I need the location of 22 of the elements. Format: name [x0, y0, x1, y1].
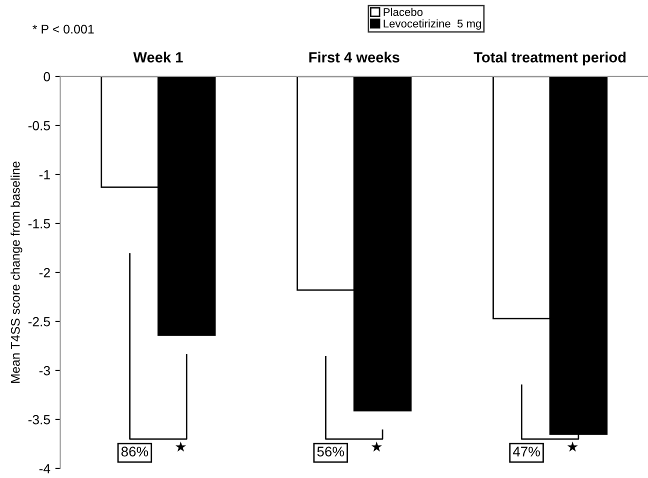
y-tick-label: -3	[39, 366, 50, 376]
text: * P < 0.001	[32, 24, 94, 34]
y-tick-label: -1.5	[28, 219, 50, 228]
annotation: ★	[371, 442, 382, 452]
annotation: ★	[567, 442, 578, 452]
y-tick-label: -1	[39, 170, 50, 180]
x-tick-label: Week 1	[133, 52, 183, 62]
legend-label: Placebo	[384, 8, 423, 16]
y-tick-label: -2	[39, 268, 50, 278]
y-tick-label: -2.5	[28, 317, 50, 326]
x-tick-label: Total treatment period	[474, 52, 626, 66]
annotation: 47%	[512, 446, 540, 456]
y-tick-label: 0	[44, 72, 50, 82]
y-tick-label: -4	[39, 464, 50, 474]
x-tick-label: First 4 weeks	[309, 52, 400, 62]
annotation: 86%	[121, 446, 148, 456]
y-axis-title: Mean T4SS score change from baseline	[10, 162, 22, 383]
annotation: 56%	[317, 446, 344, 456]
y-tick-label: -0.5	[28, 121, 50, 130]
legend-label: Levocetirizine 5 mg	[384, 19, 481, 30]
y-tick-label: -3.5	[28, 415, 50, 424]
annotation: ★	[175, 442, 186, 452]
